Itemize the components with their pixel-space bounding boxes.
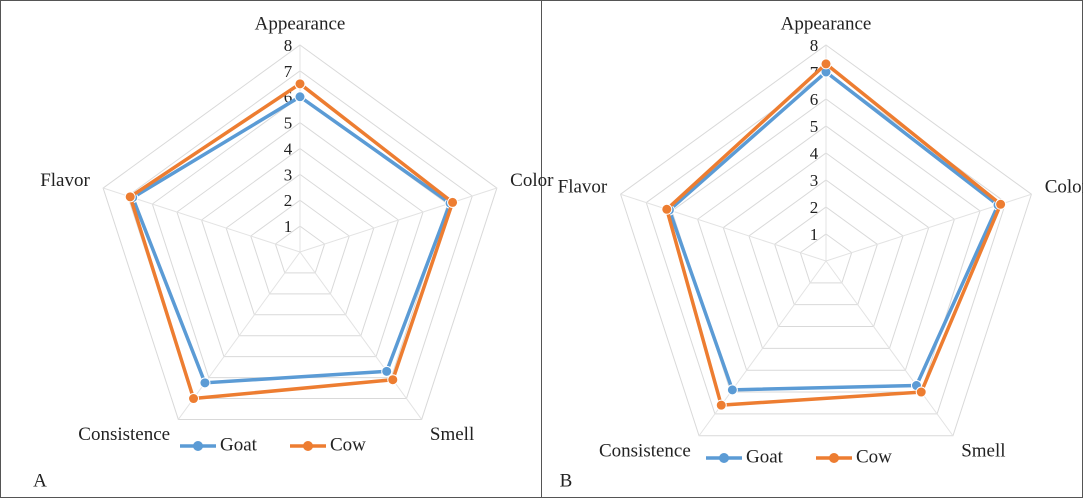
radar-chart: 1 2 3 4 5 6 7 8 Appearance Color Smell Consistence F… xyxy=(33,13,554,491)
axis-label: Flavor xyxy=(558,176,608,197)
axis-label: Smell xyxy=(961,440,1005,461)
legend-marker xyxy=(193,441,203,451)
legend-marker xyxy=(719,453,729,463)
series-line xyxy=(130,94,453,385)
axis-label: Appearance xyxy=(255,13,346,34)
marker xyxy=(199,377,211,389)
r-tick-label: 8 xyxy=(810,36,819,55)
axis-label: Consistence xyxy=(78,424,170,445)
grid-ring xyxy=(799,233,853,284)
marker xyxy=(726,384,738,396)
marker xyxy=(188,393,200,405)
grid-ring xyxy=(102,44,498,420)
radar-chart: 12345678AppearanceColorSmellConsistenceF… xyxy=(558,13,1083,491)
spoke xyxy=(299,187,498,253)
marker xyxy=(381,365,393,377)
series-line xyxy=(667,69,1001,392)
marker xyxy=(915,386,927,398)
marker xyxy=(447,196,459,208)
r-tick-label: 7 xyxy=(284,62,293,81)
r-tick-label: 2 xyxy=(810,198,819,217)
spoke xyxy=(177,251,301,420)
r-tick-label: 8 xyxy=(284,36,293,55)
r-tick-label: 5 xyxy=(284,114,293,133)
grid-ring xyxy=(671,98,981,393)
axis-label: Color xyxy=(1045,176,1083,197)
axis-label: Consistence xyxy=(599,440,691,461)
r-tick-label: 6 xyxy=(284,88,293,107)
panel-label: B xyxy=(560,470,573,491)
grid-ring xyxy=(697,125,955,371)
axis-label: Smell xyxy=(430,424,474,445)
axis-label: Color xyxy=(510,170,554,191)
axis-label: Flavor xyxy=(40,170,90,191)
grid-ring xyxy=(127,70,473,400)
r-tick-label: 4 xyxy=(284,139,293,158)
legend-label: Cow xyxy=(330,434,366,455)
grid-ring xyxy=(225,173,375,316)
marker xyxy=(715,399,727,411)
r-tick-label: 2 xyxy=(284,191,293,210)
axis-label: Appearance xyxy=(781,13,872,34)
marker xyxy=(661,203,673,215)
r-tick-label: 4 xyxy=(810,144,819,163)
r-tick-label: 1 xyxy=(810,225,819,244)
grid-ring xyxy=(176,122,424,358)
spoke xyxy=(620,193,827,262)
grid-ring xyxy=(200,147,400,337)
grid-ring xyxy=(619,44,1033,437)
spoke xyxy=(825,260,954,437)
marker xyxy=(995,198,1007,210)
grid-ring xyxy=(774,206,878,306)
series-line xyxy=(128,81,455,401)
marker xyxy=(387,374,399,386)
r-tick-label: 3 xyxy=(284,165,293,184)
legend-label: Goat xyxy=(220,434,258,455)
marker xyxy=(294,78,306,90)
r-tick-label: 3 xyxy=(810,171,819,190)
r-tick-label: 1 xyxy=(284,217,293,236)
grid-ring xyxy=(722,152,930,349)
grid-ring xyxy=(748,179,904,328)
legend-marker xyxy=(303,441,313,451)
marker xyxy=(294,91,306,103)
r-tick-label: 5 xyxy=(810,117,819,136)
series-line xyxy=(664,61,1003,408)
grid-ring xyxy=(645,71,1007,415)
grid-ring xyxy=(274,225,326,274)
spoke xyxy=(299,251,423,420)
legend-label: Goat xyxy=(746,446,784,467)
legend-label: Cow xyxy=(856,446,892,467)
legend-marker xyxy=(829,453,839,463)
r-tick-label: 6 xyxy=(810,90,819,109)
panel-label: A xyxy=(33,470,47,491)
marker xyxy=(124,191,136,203)
marker xyxy=(820,58,832,70)
grid-ring xyxy=(250,199,350,295)
